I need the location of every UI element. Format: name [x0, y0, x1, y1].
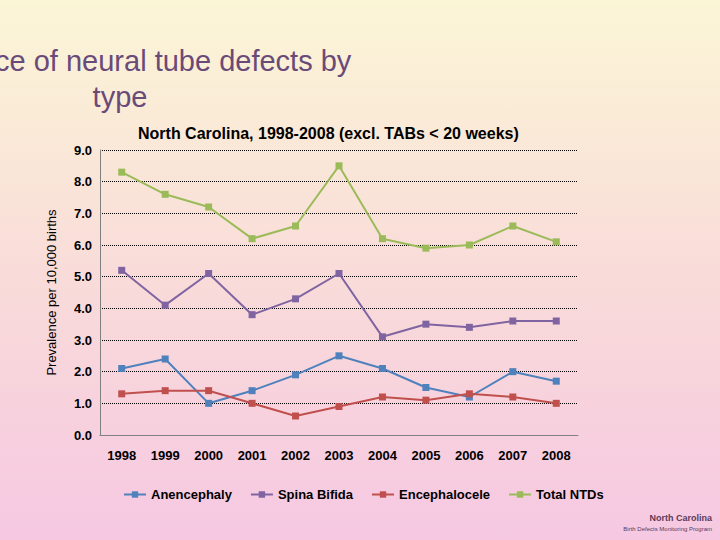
svg-text:5.0: 5.0 [74, 269, 92, 284]
svg-text:North Carolina: North Carolina [649, 513, 712, 523]
svg-text:Encephalocele: Encephalocele [399, 487, 490, 502]
svg-text:0.0: 0.0 [74, 428, 92, 443]
svg-text:type: type [93, 81, 148, 113]
svg-text:8.0: 8.0 [74, 174, 92, 189]
svg-text:2003: 2003 [325, 448, 354, 463]
svg-text:1999: 1999 [151, 448, 180, 463]
svg-text:9.0: 9.0 [74, 143, 92, 158]
svg-text:2004: 2004 [368, 448, 398, 463]
svg-text:Prevalence of neural tube defe: Prevalence of neural tube defects by [0, 45, 359, 77]
svg-text:North Carolina, 1998-2008 (exc: North Carolina, 1998-2008 (excl. TABs < … [138, 125, 519, 142]
svg-text:4.0: 4.0 [74, 301, 92, 316]
svg-text:2005: 2005 [411, 448, 440, 463]
svg-text:2001: 2001 [238, 448, 267, 463]
svg-text:2000: 2000 [194, 448, 223, 463]
svg-text:2006: 2006 [455, 448, 484, 463]
svg-text:1998: 1998 [107, 448, 136, 463]
svg-text:3.0: 3.0 [74, 333, 92, 348]
svg-text:6.0: 6.0 [74, 238, 92, 253]
svg-text:2008: 2008 [542, 448, 571, 463]
svg-text:Spina Bifida: Spina Bifida [278, 487, 354, 502]
svg-text:Prevalence per 10,000 births: Prevalence per 10,000 births [44, 209, 59, 376]
svg-text:2002: 2002 [281, 448, 310, 463]
svg-text:Anencephaly: Anencephaly [151, 487, 233, 502]
svg-text:2007: 2007 [498, 448, 527, 463]
svg-text:Birth Defects Monitoring Progr: Birth Defects Monitoring Program [623, 526, 712, 532]
svg-text:1.0: 1.0 [74, 396, 92, 411]
svg-text:2.0: 2.0 [74, 364, 92, 379]
svg-text:Total NTDs: Total NTDs [536, 487, 604, 502]
svg-text:7.0: 7.0 [74, 206, 92, 221]
